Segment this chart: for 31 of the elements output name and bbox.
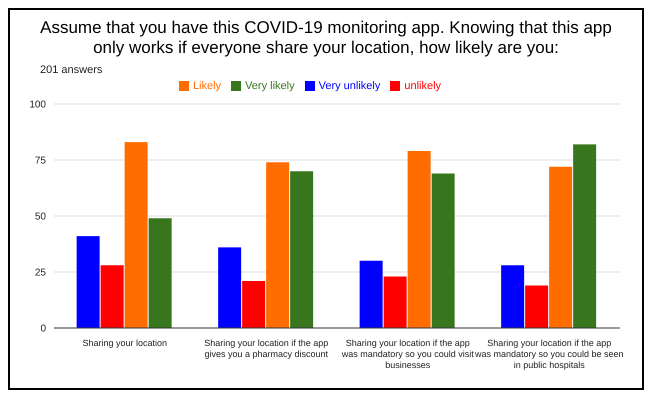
- y-tick-label: 50: [34, 212, 46, 223]
- y-tick-label: 0: [40, 324, 46, 335]
- legend-label: unlikely: [404, 80, 442, 92]
- bar: [266, 162, 290, 328]
- y-tick-label: 75: [34, 156, 46, 167]
- bar: [432, 173, 455, 328]
- x-tick-label: Sharing your location: [82, 338, 168, 348]
- bar: [384, 276, 407, 328]
- y-tick-label: 100: [29, 100, 46, 111]
- chart-subtitle: 201 answers: [39, 63, 104, 76]
- legend-label: Likely: [192, 80, 222, 92]
- x-tick-label: Sharing your location if the app gives you a pharmacy discount: [204, 338, 329, 359]
- x-tick-label: Sharing your location if the app was mandatory so you could visit businesses: [340, 338, 474, 370]
- bar: [501, 265, 524, 328]
- bar: [525, 285, 548, 328]
- x-tick-label: Sharing your location if the app was mandatory so you could be seen in public hospitals: [474, 338, 624, 370]
- bar: [242, 280, 266, 328]
- bar: [218, 247, 242, 328]
- legend-label: Very likely: [245, 80, 295, 92]
- bar: [573, 144, 596, 328]
- bar: [148, 218, 172, 328]
- bar: [360, 260, 383, 328]
- bar: [100, 265, 124, 328]
- y-tick-label: 25: [34, 268, 46, 279]
- bar: [549, 166, 572, 328]
- legend-label: Very unlikely: [318, 80, 380, 92]
- chart-title: Assume that you have this COVID-19 monitoring app. Knowing that this app only works if everyone share your location, how likely are you:: [39, 17, 613, 58]
- bar: [408, 151, 431, 328]
- bar: [76, 236, 100, 328]
- bar: [124, 142, 148, 328]
- bar: [290, 171, 314, 328]
